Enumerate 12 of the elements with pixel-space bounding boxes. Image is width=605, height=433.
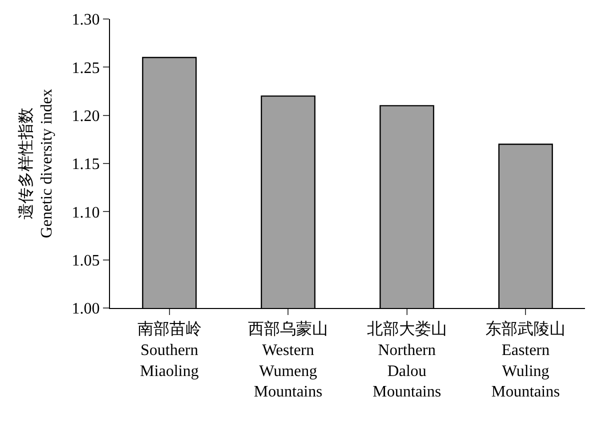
x-tick-label: 南部苗岭 Southern Miaoling bbox=[137, 320, 202, 380]
y-tick-label: 1.05 bbox=[72, 252, 100, 270]
y-tick-label: 1.20 bbox=[72, 108, 100, 125]
y-tick-label: 1.25 bbox=[72, 60, 100, 77]
x-tick-label: 北部大娄山 Northern Dalou Mountains bbox=[366, 320, 447, 401]
y-tick-label: 1.30 bbox=[72, 12, 100, 29]
y-tick-label: 1.10 bbox=[72, 204, 100, 222]
x-tick-label: 东部武陵山 Eastern Wuling Mountains bbox=[486, 320, 566, 401]
x-tick-label: 西部乌蒙山 Western Wumeng Mountains bbox=[248, 320, 328, 401]
y-tick-label: 1.00 bbox=[72, 300, 100, 318]
y-axis-title: 遗传多样性指数 Genetic diversity index bbox=[16, 88, 56, 238]
y-tick-label: 1.15 bbox=[72, 156, 100, 174]
